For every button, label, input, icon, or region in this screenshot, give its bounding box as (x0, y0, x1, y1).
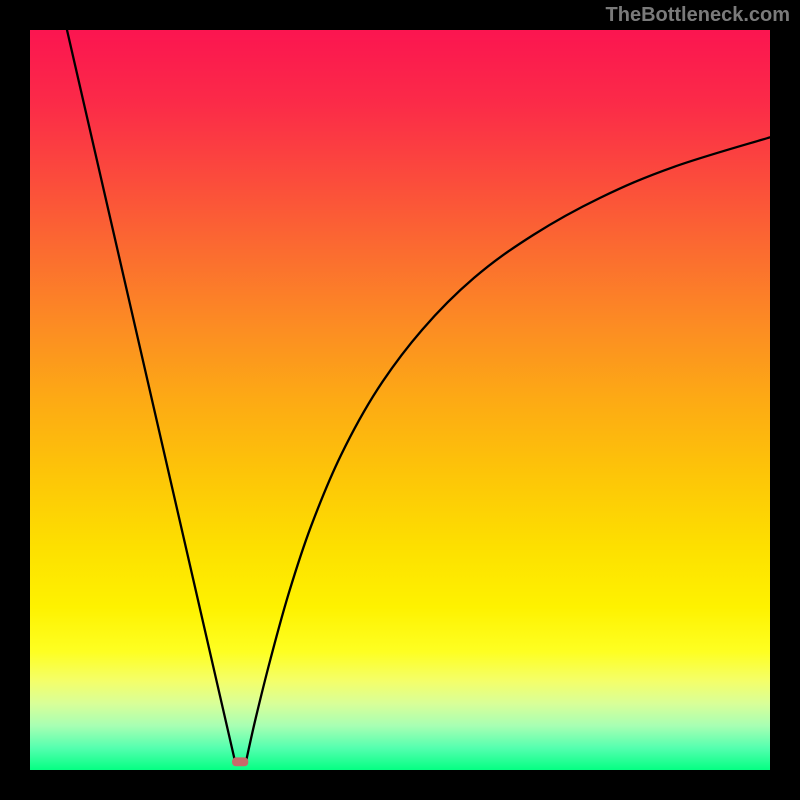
minimum-marker (232, 757, 248, 766)
bottleneck-chart (0, 0, 800, 800)
chart-container: TheBottleneck.com (0, 0, 800, 800)
watermark-text: TheBottleneck.com (606, 4, 790, 27)
plot-background (30, 30, 770, 770)
